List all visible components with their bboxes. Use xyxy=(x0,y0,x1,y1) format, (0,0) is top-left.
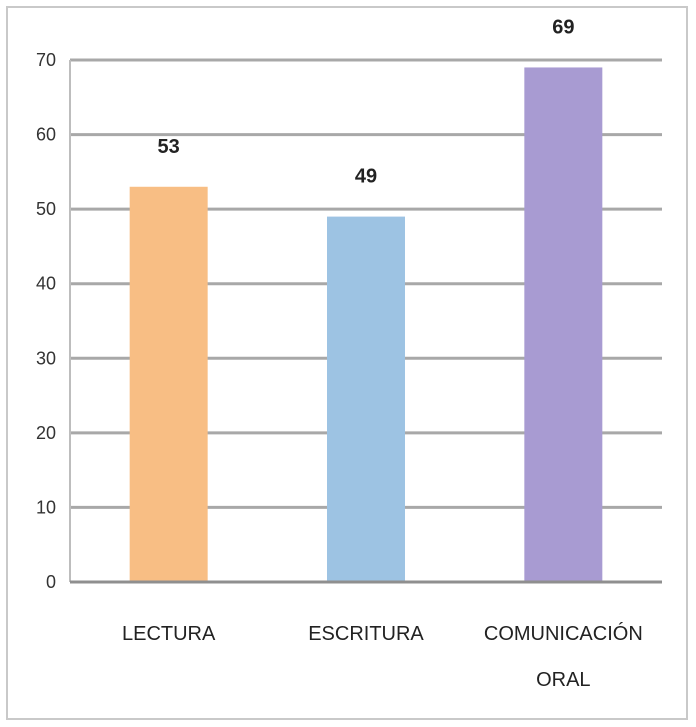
bar-1 xyxy=(129,186,208,582)
y-tick-label: 10 xyxy=(36,497,56,517)
bar-value-label: 69 xyxy=(552,16,574,38)
x-category-label: ORAL xyxy=(536,669,590,691)
bar-2 xyxy=(327,216,405,582)
y-tick-label: 40 xyxy=(36,274,56,294)
x-category-label: LECTURA xyxy=(122,623,216,645)
bar-value-label: 49 xyxy=(355,166,377,188)
x-category-label: ESCRITURA xyxy=(308,623,424,645)
y-tick-label: 20 xyxy=(36,423,56,443)
bars xyxy=(129,67,603,582)
value-labels: 53 49 69 xyxy=(158,16,575,187)
y-tick-label: 50 xyxy=(36,199,56,219)
y-axis: 0 10 20 30 40 50 60 70 xyxy=(36,50,71,592)
y-tick-label: 30 xyxy=(36,348,56,368)
y-tick-label: 0 xyxy=(46,572,56,592)
y-tick-label: 70 xyxy=(36,50,56,70)
x-axis: LECTURA ESCRITURA COMUNICACIÓN ORAL xyxy=(70,580,662,691)
y-tick-label: 60 xyxy=(36,125,56,145)
bar-3 xyxy=(524,67,603,582)
x-category-label: COMUNICACIÓN xyxy=(484,622,643,645)
bar-value-label: 53 xyxy=(158,136,180,158)
